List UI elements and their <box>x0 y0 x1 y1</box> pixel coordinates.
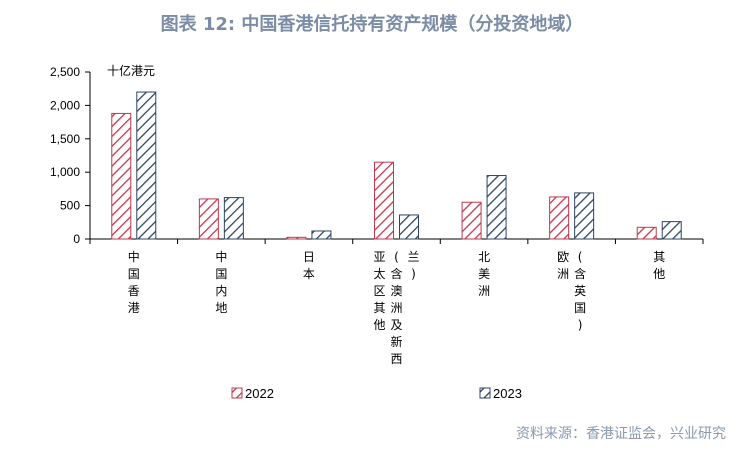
x-category-label-char: 他 <box>373 318 385 332</box>
x-category-label-char: 洲 <box>478 284 490 298</box>
x-category-label-char: 日 <box>303 250 315 264</box>
x-category-label-char: 美 <box>478 267 490 281</box>
bar-2023-4 <box>486 175 507 240</box>
x-category-label-char: 含 <box>574 266 586 281</box>
y-tick-label: 500 <box>60 199 80 213</box>
x-category-label-char: 太 <box>373 266 385 281</box>
y-tick-label: 1,500 <box>50 132 80 146</box>
bar-2023-1 <box>223 197 244 240</box>
x-category-label-char: 本 <box>303 267 315 281</box>
x-category-label-char: 新 <box>390 334 402 349</box>
x-category-label-char: 西 <box>390 352 402 366</box>
bar-2023-0 <box>136 91 157 240</box>
x-category-label-char: 港 <box>128 301 140 315</box>
x-category-label-char: 国 <box>128 267 140 281</box>
x-category-label-char: 中 <box>215 249 227 264</box>
x-category-label-char: 澳 <box>390 284 402 298</box>
x-category-label-char: 洲 <box>557 267 569 281</box>
x-category-label-char: 欧 <box>557 250 569 264</box>
bar-2022-1 <box>198 198 219 240</box>
bar-2023-5 <box>574 192 595 240</box>
x-category-label-char: 亚 <box>373 250 385 264</box>
x-category-label-char: 其 <box>373 301 385 315</box>
y-tick-label: 1,000 <box>50 165 80 179</box>
x-category-label-char: 香 <box>128 284 140 298</box>
legend-swatch-2023 <box>479 387 491 399</box>
x-category-label-char: ) <box>578 318 583 332</box>
x-category-label-char: 地 <box>215 301 227 315</box>
bar-2022-6 <box>636 226 657 240</box>
legend-swatch-2022 <box>231 387 243 399</box>
bar-2023-6 <box>661 221 682 240</box>
x-category-label-char: ) <box>411 267 416 281</box>
x-category-label-char: 国 <box>215 267 227 281</box>
bar-2022-5 <box>549 196 570 240</box>
x-category-label-char: 中 <box>128 249 140 264</box>
x-category-label-char: 英 <box>574 284 586 298</box>
bar-2023-3 <box>399 214 419 240</box>
bar-2022-2 <box>286 236 307 240</box>
x-category-label-char: 其 <box>653 250 665 264</box>
legend-label-2022: 2022 <box>245 386 274 401</box>
y-tick-label: 2,000 <box>50 98 80 112</box>
x-category-label-char: 北 <box>478 250 490 264</box>
x-category-label-char: 及 <box>390 318 402 332</box>
x-category-label-char: 区 <box>373 284 385 298</box>
y-unit-label: 十亿港元 <box>107 63 155 78</box>
x-category-label-char: 兰 <box>407 250 419 264</box>
x-category-label-char: ( <box>394 250 399 264</box>
bar-2022-3 <box>374 161 394 240</box>
x-category-label-char: 洲 <box>390 301 402 315</box>
chart-title: 图表 12: 中国香港信托持有资产规模（分投资地域） <box>160 14 584 35</box>
source-note: 资料来源：香港证监会，兴业研究 <box>516 426 726 442</box>
x-category-label-char: 内 <box>215 284 227 298</box>
y-tick-label: 0 <box>73 232 80 246</box>
x-category-label-char: 他 <box>653 267 665 281</box>
bar-2022-0 <box>111 112 132 240</box>
bar-2023-2 <box>311 230 332 240</box>
x-category-label-char: ( <box>578 250 583 264</box>
y-tick-label: 2,500 <box>50 65 80 79</box>
x-category-label-char: 国 <box>574 301 586 315</box>
x-category-label-char: 含 <box>390 266 402 281</box>
legend-label-2023: 2023 <box>493 386 522 401</box>
bar-2022-4 <box>461 201 482 240</box>
